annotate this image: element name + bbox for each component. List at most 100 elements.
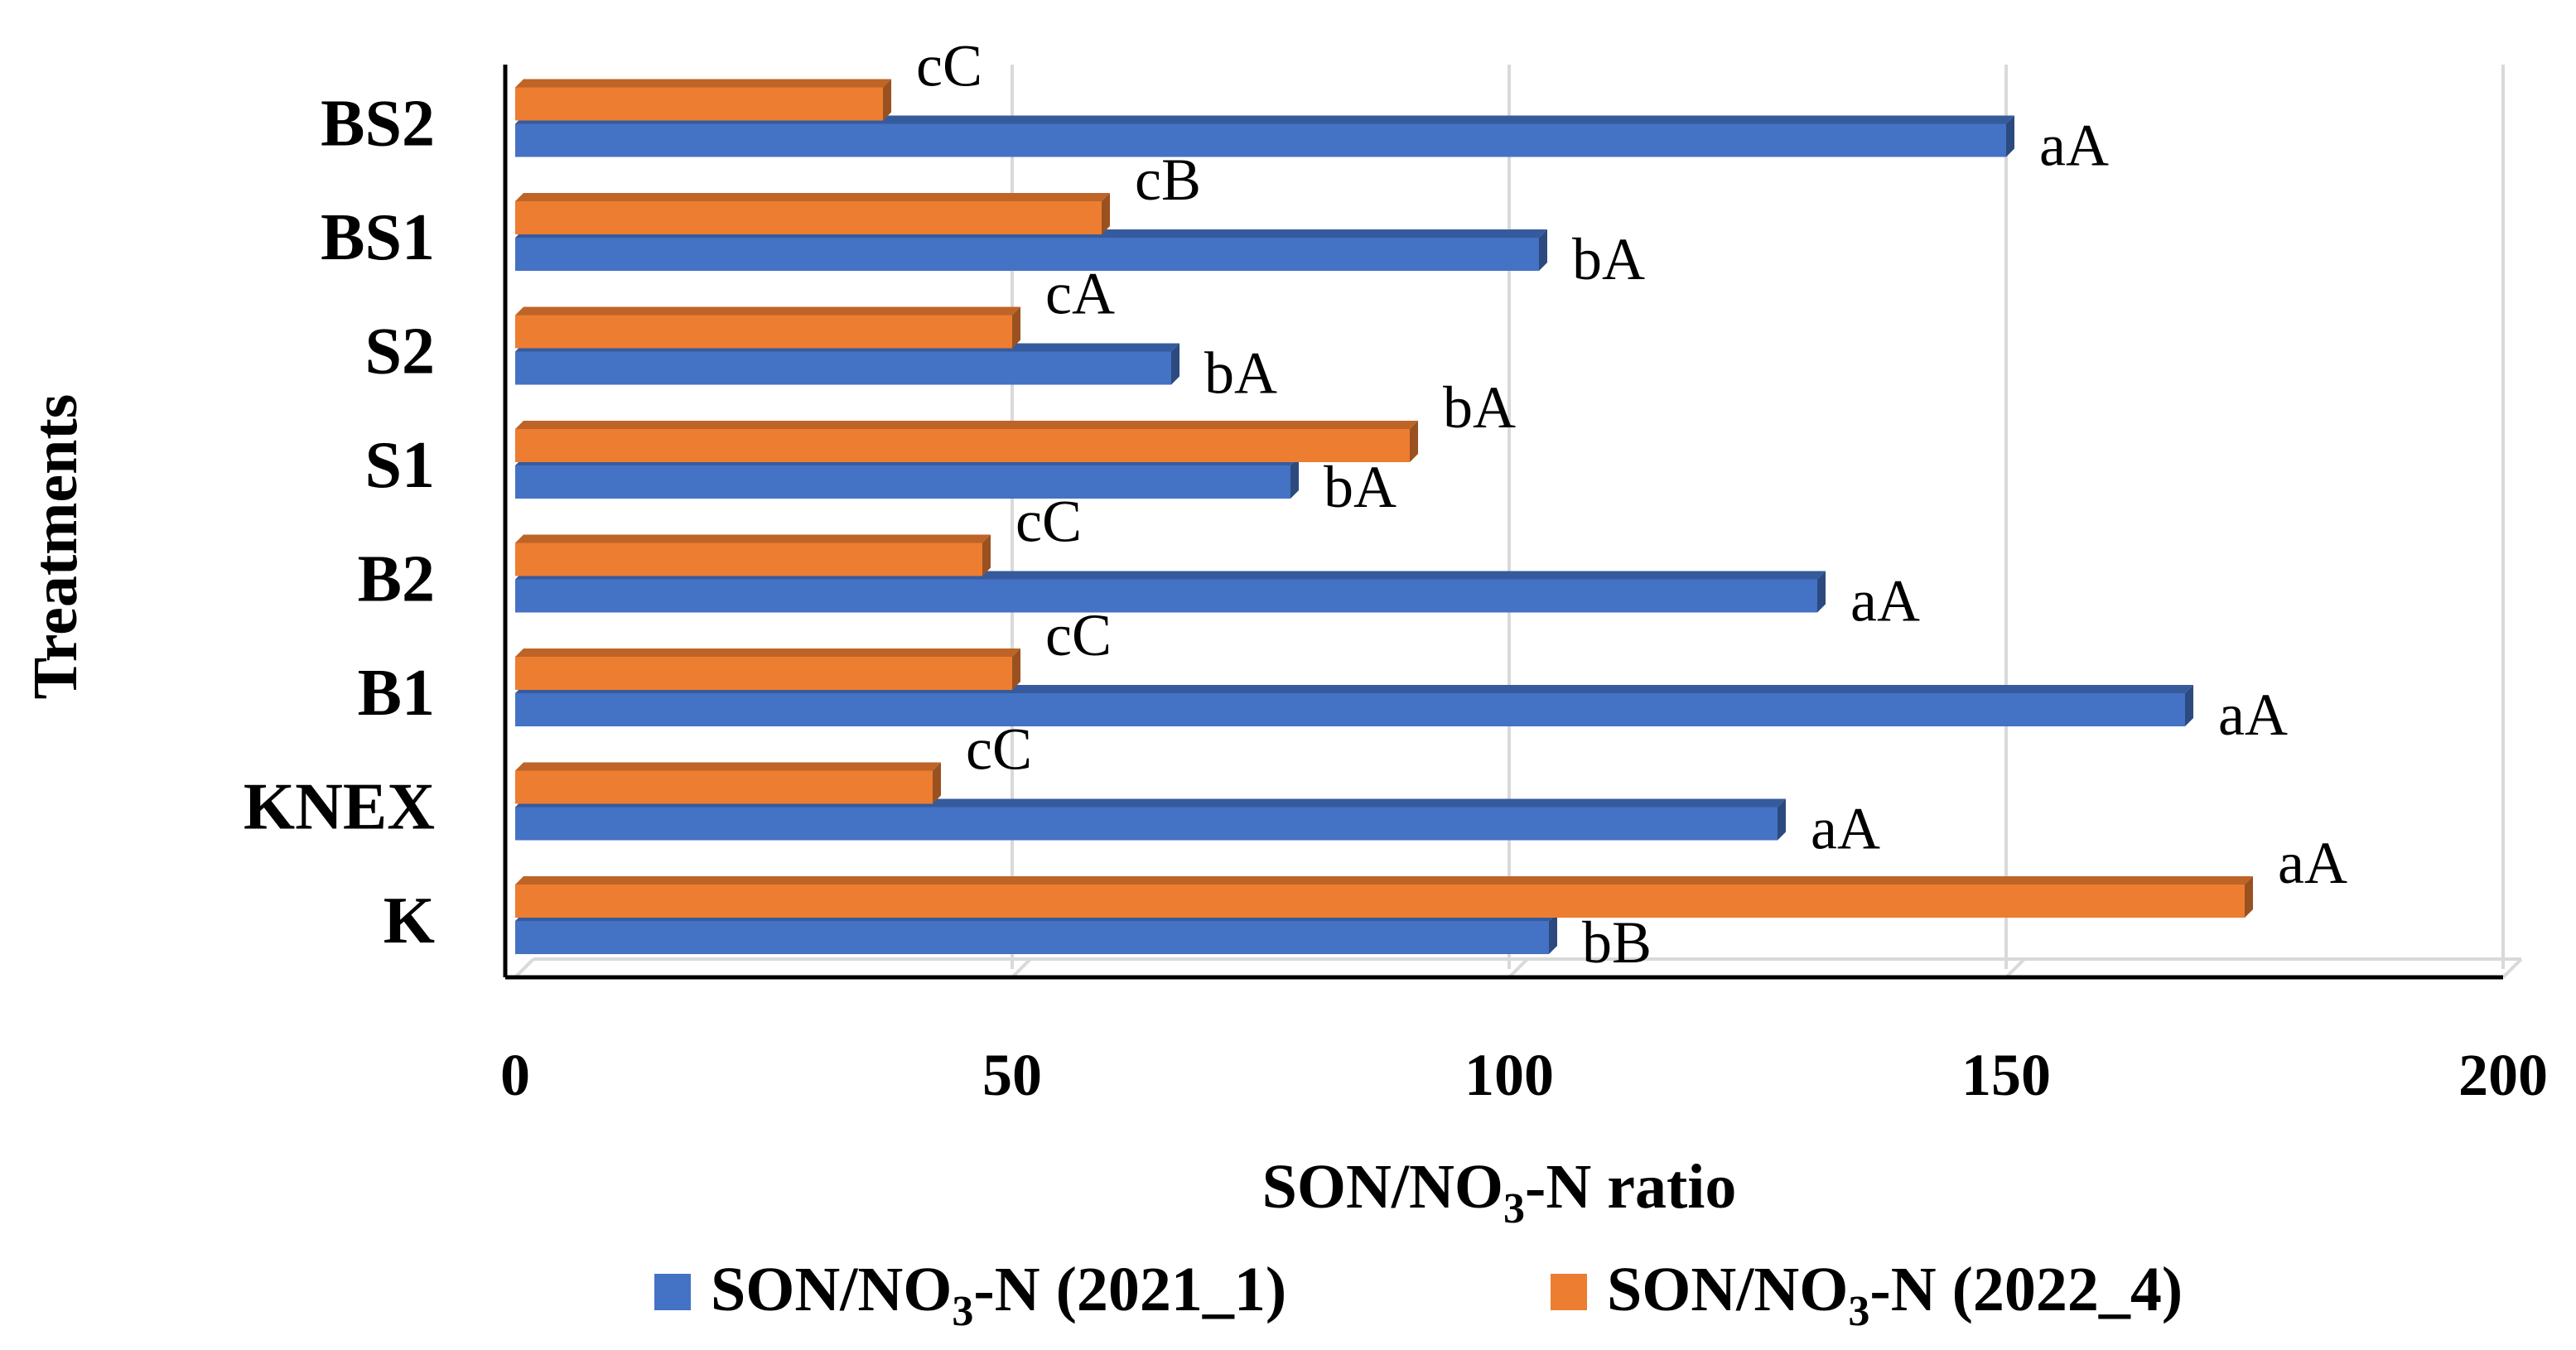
legend-label-2022: SON/NO3-N (2022_4): [1607, 1255, 2183, 1335]
bar-front-face: [515, 429, 1410, 462]
floor-line-150: [2004, 957, 2026, 979]
data-label-B1-series-1: aA: [2218, 682, 2288, 748]
legend-swatch-2022: [1551, 1274, 1587, 1310]
bar-front-face: [515, 315, 1012, 349]
bar-end-face: [1290, 457, 1299, 499]
x-tick-150: 150: [1961, 1042, 2051, 1108]
data-label-B1-series-2: cC: [1045, 602, 1112, 668]
bar-top-face: [515, 306, 1020, 316]
data-labels: bB aA aA cC aA cC aA cC bA bA bA cA bA cB aA cC: [916, 33, 2347, 976]
bar-BS1-series-2: [515, 193, 1110, 234]
axes: [503, 65, 2503, 980]
data-label-S1-series-2: bA: [1443, 374, 1516, 441]
bar-K-series-2: [515, 876, 2253, 918]
bar-top-face: [515, 193, 1110, 201]
bar-top-face: [515, 534, 991, 543]
data-label-KNEX-series-2: cC: [966, 716, 1032, 783]
bar-end-face: [1012, 648, 1020, 690]
data-label-BS1-series-2: cB: [1135, 147, 1201, 213]
bar-front-face: [515, 542, 982, 576]
bar-S1-series-1: [515, 457, 1299, 499]
bar-BS2-series-2: [515, 79, 891, 121]
bar-S2-series-2: [515, 306, 1020, 349]
bar-top-face: [515, 115, 2014, 124]
bar-end-face: [1171, 343, 1179, 385]
x-axis-title-sub: 3: [1503, 1185, 1525, 1232]
bar-front-face: [515, 351, 1171, 385]
y-tick-B2: B2: [358, 543, 435, 616]
x-axis-title: SON/NO3-N ratio: [1262, 1152, 1737, 1232]
y-tick-K: K: [384, 885, 435, 957]
y-axis-title: Treatments: [21, 394, 90, 700]
tick-labels: K KNEX B1 B2 S1 S2 BS1 BS2 0 50 100 150 200: [244, 88, 2548, 1109]
bar-end-face: [1012, 306, 1020, 349]
bar-end-face: [1778, 798, 1786, 841]
legend-label-2021: SON/NO3-N (2021_1): [711, 1255, 1286, 1335]
bar-front-face: [515, 885, 2245, 918]
floor-line-0: [514, 957, 535, 979]
bar-front-face: [515, 238, 1539, 271]
floor-line-200: [2501, 957, 2523, 979]
bar-B1-series-2: [515, 648, 1020, 690]
bar-front-face: [515, 579, 1817, 613]
bar-end-face: [2185, 685, 2193, 726]
floor-line-100: [1507, 957, 1529, 979]
bar-front-face: [515, 657, 1012, 690]
bar-top-face: [515, 876, 2253, 885]
x-axis-title-tail: -N ratio: [1525, 1152, 1736, 1222]
bar-top-face: [515, 648, 1020, 657]
bar-KNEX-series-1: [515, 798, 1786, 841]
data-label-B2-series-2: cC: [1015, 489, 1082, 555]
bar-end-face: [2006, 115, 2014, 157]
bar-BS2-series-1: [515, 115, 2014, 157]
bar-S2-series-1: [515, 343, 1179, 385]
legend-item-2021: SON/NO3-N (2021_1): [654, 1255, 1286, 1335]
y-tick-B1: B1: [358, 657, 435, 730]
data-label-K-series-2: aA: [2278, 830, 2347, 896]
legend-swatch-2021: [654, 1274, 691, 1310]
bar-front-face: [515, 87, 883, 121]
bar-S1-series-2: [515, 421, 1418, 462]
legend-item-2022: SON/NO3-N (2022_4): [1551, 1255, 2183, 1335]
bar-B2-series-2: [515, 534, 991, 576]
bar-end-face: [1817, 571, 1826, 613]
y-tick-BS2: BS2: [321, 88, 435, 161]
data-label-B2-series-1: aA: [1850, 568, 1920, 634]
data-label-BS2-series-2: cC: [916, 33, 982, 99]
bar-top-face: [515, 79, 891, 88]
legend: SON/NO3-N (2021_1) SON/NO3-N (2022_4): [654, 1255, 2183, 1335]
bars: [515, 79, 2253, 954]
bar-end-face: [883, 79, 891, 121]
data-label-S1-series-1: bA: [1324, 454, 1397, 520]
bar-KNEX-series-2: [515, 762, 941, 804]
y-tick-S1: S1: [365, 429, 436, 502]
data-label-BS1-series-1: bA: [1572, 226, 1645, 292]
x-tick-200: 200: [2458, 1042, 2548, 1108]
data-label-K-series-1: bB: [1582, 909, 1652, 976]
bar-end-face: [982, 534, 991, 576]
bar-front-face: [515, 201, 1102, 234]
bar-front-face: [515, 465, 1290, 499]
bar-BS1-series-1: [515, 229, 1547, 271]
data-label-KNEX-series-1: aA: [1811, 796, 1880, 862]
bar-B2-series-1: [515, 571, 1826, 613]
bar-end-face: [1539, 229, 1547, 271]
y-tick-KNEX: KNEX: [244, 771, 435, 844]
bar-top-face: [515, 421, 1418, 429]
bar-end-face: [933, 762, 941, 804]
data-label-S2-series-1: bA: [1204, 340, 1277, 407]
bar-end-face: [1549, 913, 1557, 954]
x-tick-50: 50: [982, 1042, 1042, 1108]
y-tick-BS1: BS1: [321, 201, 435, 274]
bar-end-face: [1410, 421, 1418, 462]
bar-K-series-1: [515, 913, 1557, 954]
bar-end-face: [1102, 193, 1110, 234]
bar-front-face: [515, 921, 1549, 954]
bar-front-face: [515, 807, 1778, 841]
bar-top-face: [515, 762, 941, 771]
bar-front-face: [515, 770, 933, 804]
x-axis-title-main: SON/NO: [1262, 1152, 1503, 1222]
x-tick-0: 0: [500, 1042, 530, 1108]
bar-B1-series-1: [515, 685, 2193, 726]
